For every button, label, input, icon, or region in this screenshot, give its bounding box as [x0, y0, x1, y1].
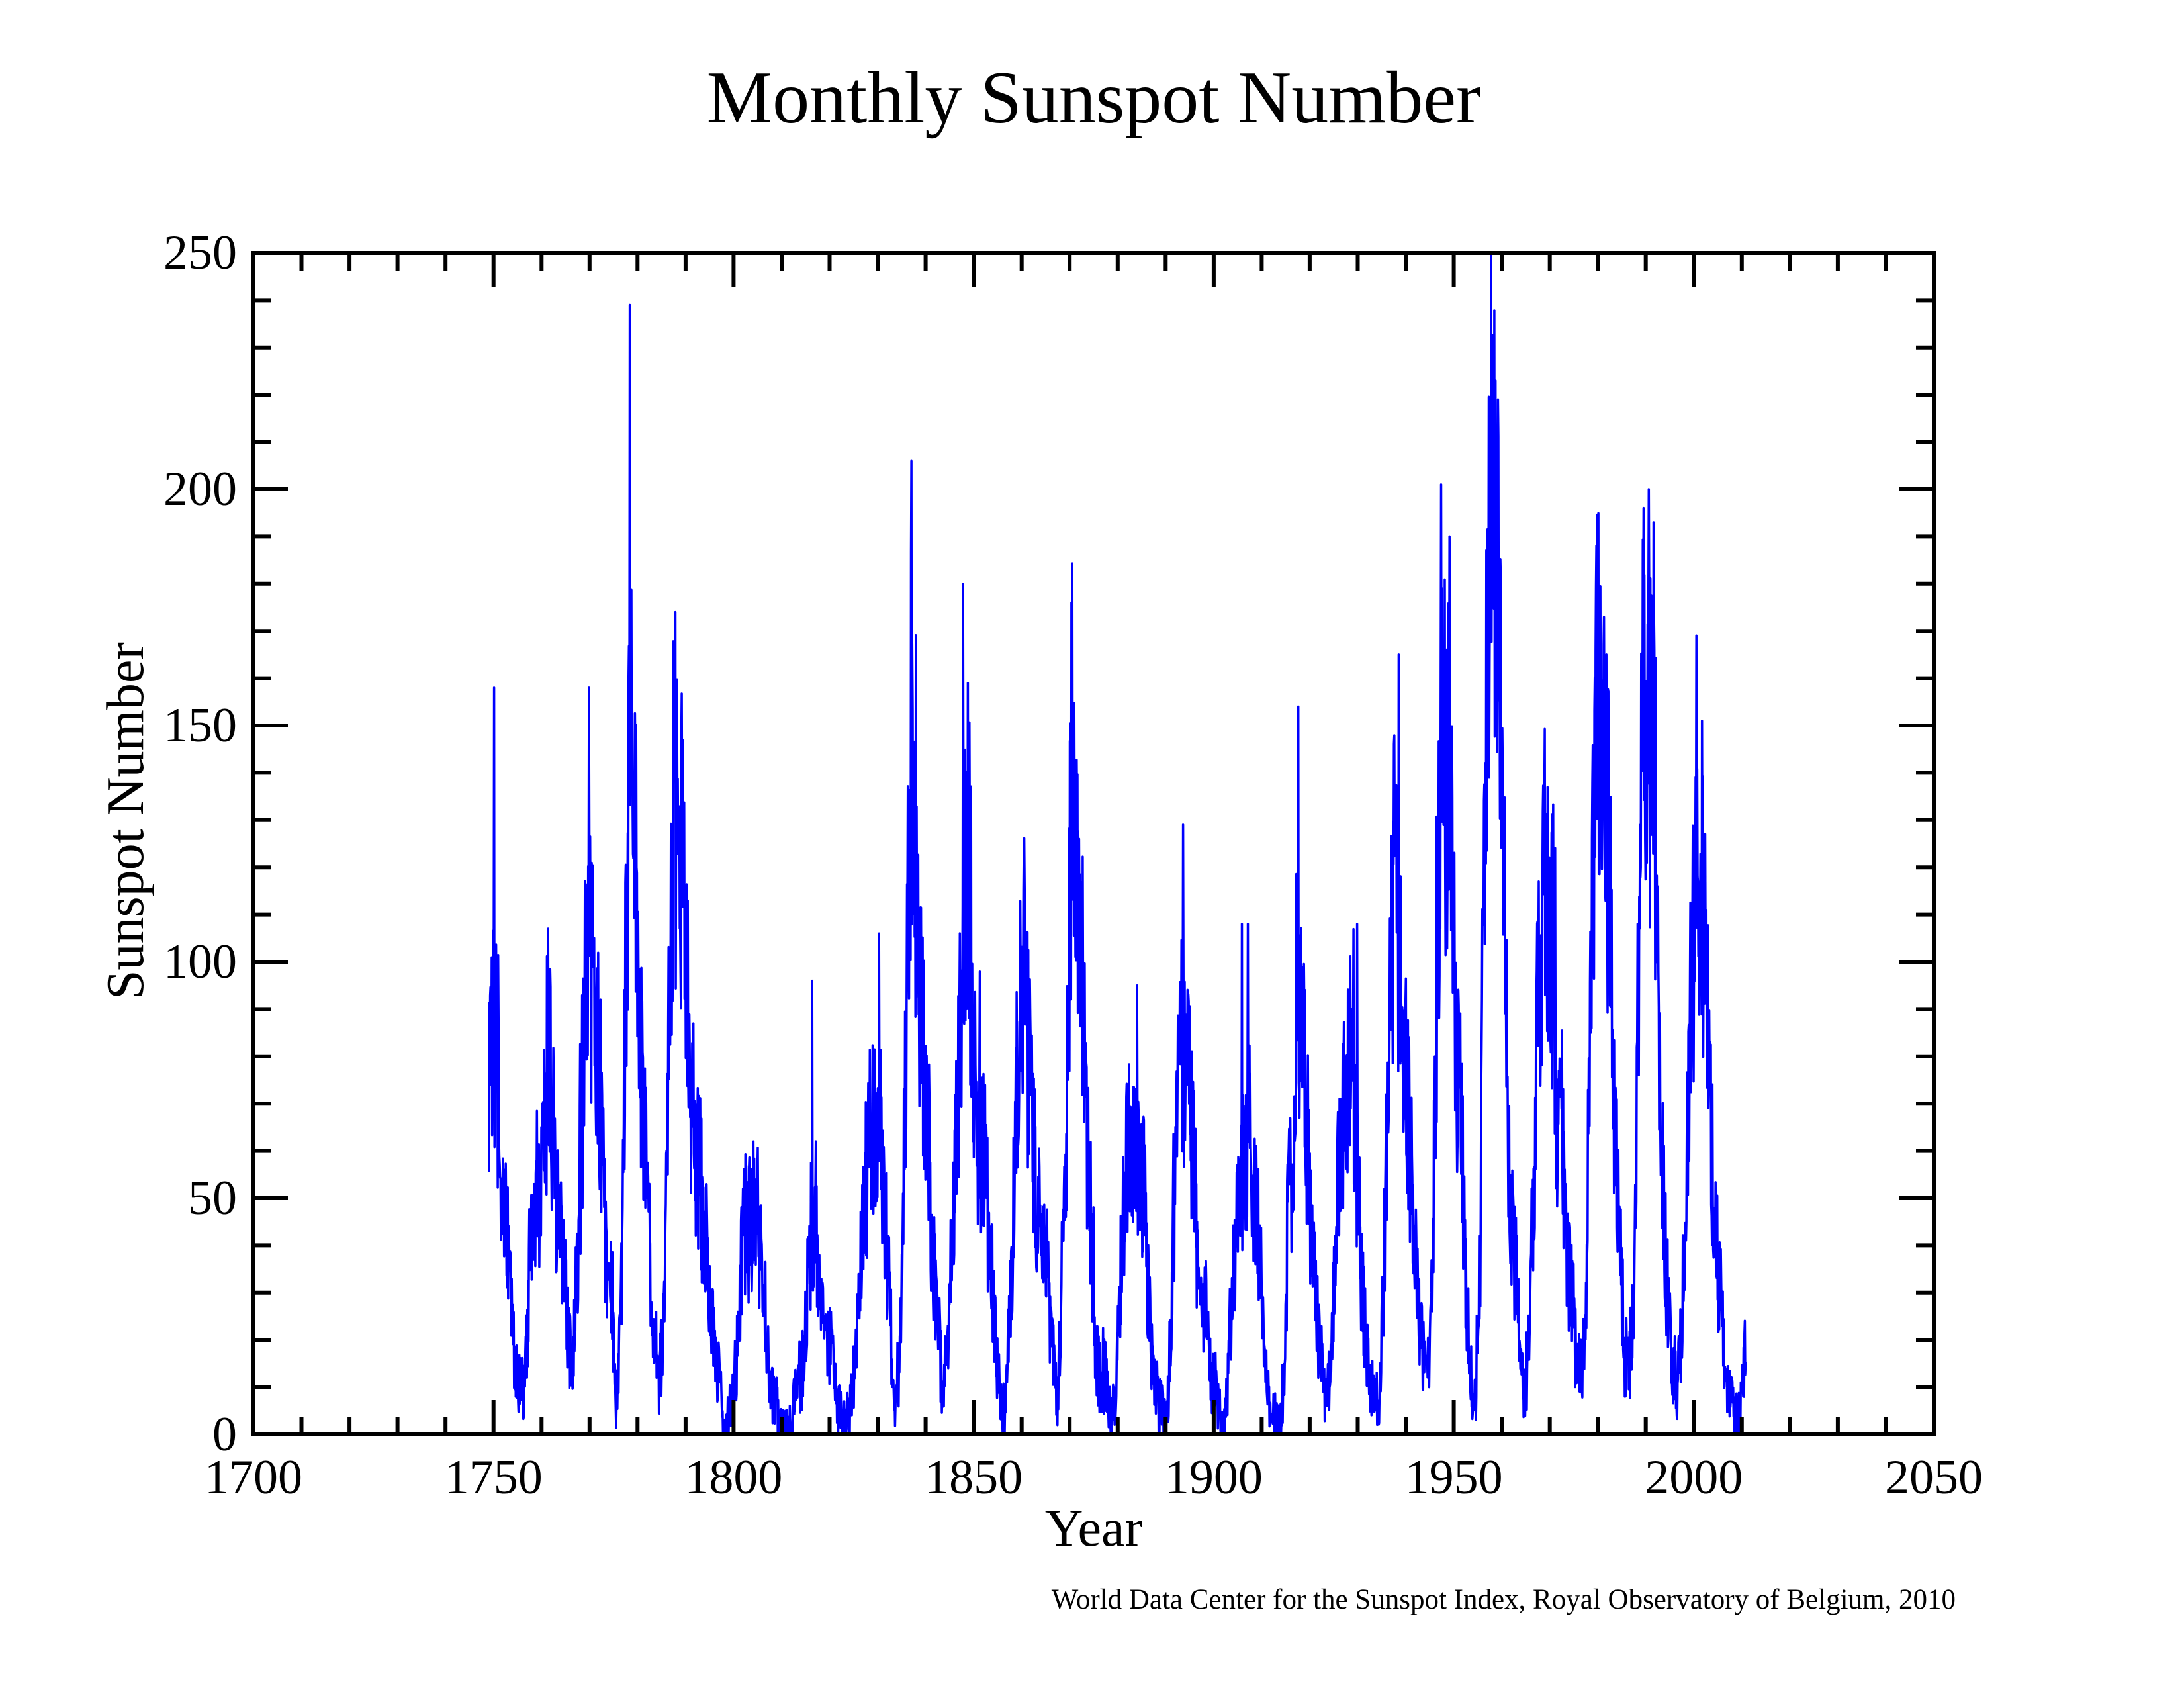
- y-tick-label: 100: [163, 935, 237, 989]
- y-tick-label: 150: [163, 698, 237, 753]
- x-tick-label: 1950: [1404, 1450, 1503, 1505]
- x-tick-label: 1850: [925, 1450, 1023, 1505]
- x-tick-label: 1750: [444, 1450, 543, 1505]
- x-tick-label: 2000: [1645, 1450, 1743, 1505]
- axis-ticks: [253, 253, 1934, 1434]
- chart-title: Monthly Sunspot Number: [706, 57, 1481, 139]
- x-tick-label: 1700: [205, 1450, 302, 1505]
- attribution-text: World Data Center for the Sunspot Index,…: [1051, 1584, 1956, 1615]
- x-axis-title: Year: [1044, 1499, 1143, 1558]
- y-tick-label: 50: [188, 1171, 237, 1225]
- y-tick-label: 250: [163, 226, 237, 280]
- x-tick-label: 2050: [1885, 1450, 1983, 1505]
- sunspot-series-line: [488, 253, 1747, 1434]
- x-tick-label: 1800: [684, 1450, 783, 1505]
- y-tick-label: 200: [163, 462, 237, 516]
- plot-frame: [251, 251, 1936, 1436]
- x-tick-label: 1900: [1164, 1450, 1263, 1505]
- y-tick-label: 0: [212, 1407, 237, 1462]
